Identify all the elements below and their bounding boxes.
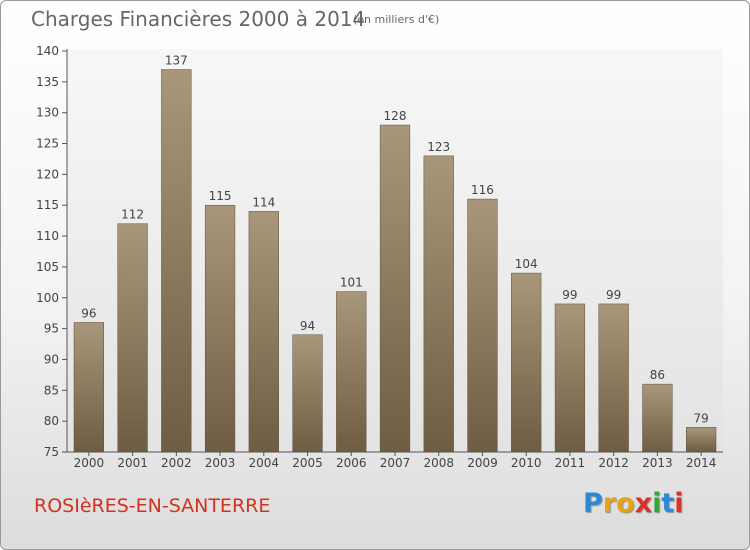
y-tick-label: 120	[36, 167, 59, 181]
value-label: 101	[340, 276, 363, 290]
logo-letter: x	[634, 488, 653, 519]
x-tick-label: 2004	[249, 456, 280, 470]
bar-2000	[73, 322, 104, 453]
value-label: 115	[209, 189, 232, 203]
y-tick-label: 105	[36, 260, 59, 274]
logo-letter: r	[602, 488, 617, 519]
bar-2002	[161, 69, 192, 453]
y-tick-label: 80	[44, 414, 59, 428]
bar-2001	[117, 223, 148, 453]
x-tick-label: 2012	[598, 456, 629, 470]
bar-2014	[686, 427, 717, 453]
x-tick-label: 2007	[380, 456, 411, 470]
logo-letter: t	[661, 488, 675, 519]
y-tick-label: 110	[36, 229, 59, 243]
bar-2005	[292, 334, 323, 453]
y-tick-label: 135	[36, 75, 59, 89]
bar-2013	[642, 383, 673, 453]
value-label: 96	[81, 306, 96, 320]
value-label: 114	[252, 195, 275, 209]
chart-unit: (en milliers d'€)	[353, 13, 440, 26]
bar-2009	[467, 198, 498, 453]
logo-letter: i	[652, 488, 662, 519]
value-label: 104	[515, 257, 538, 271]
value-label: 99	[562, 288, 577, 302]
value-label: 128	[384, 109, 407, 123]
y-tick-label: 90	[44, 352, 59, 366]
commune-name: ROSIèRES-EN-SANTERRE	[34, 495, 271, 517]
x-tick-label: 2010	[511, 456, 542, 470]
bar-2010	[511, 272, 542, 453]
x-tick-label: 2014	[686, 456, 717, 470]
value-label: 116	[471, 183, 494, 197]
value-label: 123	[427, 140, 450, 154]
x-tick-label: 2006	[336, 456, 367, 470]
x-tick-label: 2008	[423, 456, 454, 470]
value-label: 137	[165, 54, 188, 68]
value-label: 112	[121, 208, 144, 222]
bar-2008	[423, 155, 454, 453]
bar-2004	[248, 211, 279, 453]
x-tick-label: 2011	[555, 456, 586, 470]
y-tick-label: 130	[36, 106, 59, 120]
bar-2012	[598, 303, 629, 453]
chart-title: Charges Financières 2000 à 2014	[31, 7, 366, 31]
logo-letter: P	[583, 488, 603, 519]
y-tick-label: 100	[36, 291, 59, 305]
logo-letter: i	[674, 488, 684, 519]
x-tick-label: 2013	[642, 456, 673, 470]
proxiti-logo: Proxiti	[583, 488, 684, 519]
y-tick-label: 125	[36, 137, 59, 151]
bar-2007	[379, 124, 411, 453]
x-tick-label: 2009	[467, 456, 498, 470]
x-tick-label: 2005	[292, 456, 323, 470]
value-label: 94	[300, 319, 315, 333]
value-label: 99	[606, 288, 621, 302]
value-label: 79	[693, 411, 708, 425]
bar-2003	[204, 204, 236, 453]
y-tick-label: 140	[36, 44, 59, 58]
bar-2011	[554, 303, 586, 453]
x-tick-label: 2001	[117, 456, 148, 470]
y-tick-label: 95	[44, 322, 59, 336]
x-tick-label: 2002	[161, 456, 192, 470]
x-tick-label: 2000	[74, 456, 105, 470]
y-tick-label: 115	[36, 198, 59, 212]
logo-letter: o	[616, 488, 635, 519]
value-label: 86	[650, 368, 665, 382]
y-tick-label: 75	[44, 445, 59, 459]
y-tick-label: 85	[44, 383, 59, 397]
bar-2006	[336, 291, 367, 453]
x-tick-label: 2003	[205, 456, 236, 470]
